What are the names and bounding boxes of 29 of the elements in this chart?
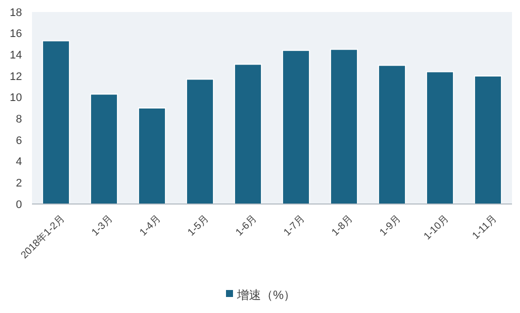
bar (330, 48, 358, 204)
y-tick-label: 2 (16, 178, 22, 190)
bar (378, 64, 406, 204)
x-tick-label: 1-5月 (186, 213, 212, 238)
bar (186, 78, 214, 204)
y-tick-label: 16 (10, 28, 22, 40)
x-tick-label: 1-3月 (90, 213, 116, 238)
y-tick-label: 14 (10, 50, 22, 62)
y-tick-label: 10 (10, 92, 22, 104)
y-tick-label: 6 (16, 134, 22, 147)
bar (426, 71, 454, 204)
legend-label: 增速（%） (236, 288, 296, 302)
bar (282, 50, 310, 204)
bar (138, 108, 166, 204)
x-tick-label: 1-9月 (378, 213, 404, 238)
x-tick-label: 1-11月 (470, 213, 500, 242)
bar (234, 64, 262, 204)
bar (42, 40, 70, 204)
x-tick-label: 1-8月 (330, 213, 356, 238)
y-tick-label: 0 (16, 198, 22, 211)
y-tick-label: 12 (10, 70, 22, 83)
x-tick-label: 1-7月 (282, 213, 308, 238)
y-tick-label: 8 (16, 114, 22, 126)
bar (90, 94, 118, 204)
y-tick-label: 4 (16, 156, 22, 168)
bar (474, 76, 502, 204)
x-tick-label: 1-4月 (138, 213, 164, 238)
x-tick-label: 1-6月 (234, 213, 260, 238)
y-tick-label: 18 (10, 6, 22, 19)
